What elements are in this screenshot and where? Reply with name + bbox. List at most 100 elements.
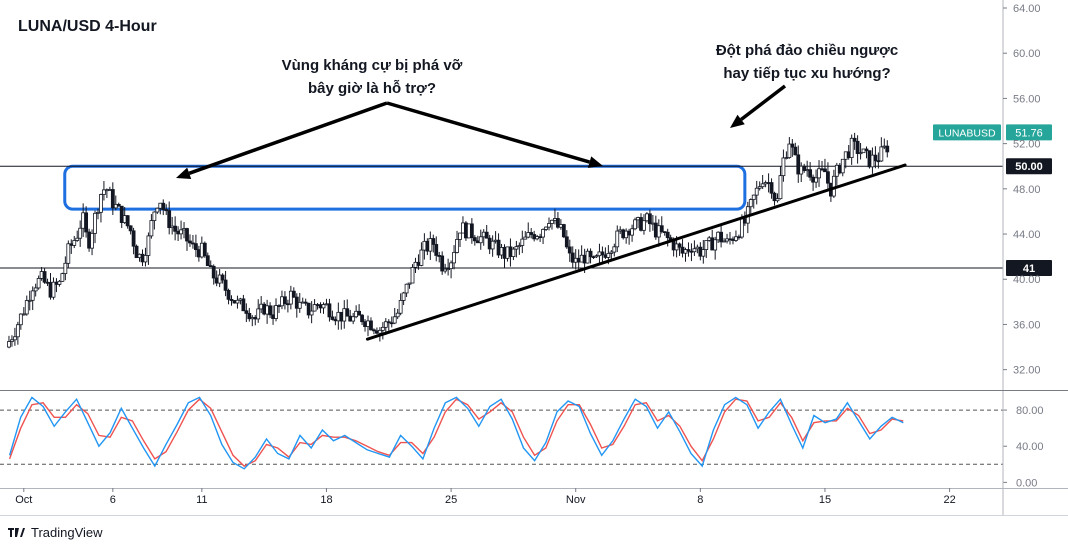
candle-body [805,169,810,172]
candle-body [268,305,272,316]
candle-body [21,313,26,316]
candle-body [238,298,243,301]
price-tick-label: 36.00 [1013,319,1041,331]
candle-body [383,321,388,328]
candle-body [502,247,507,259]
candle-body [710,237,715,251]
candle-body [576,257,581,263]
arrow-right-shaft [386,101,591,164]
candle-body [659,225,664,233]
candle-body [680,246,685,254]
arrow-left-shaft [188,101,388,175]
candle-body [722,240,726,243]
candle-body [425,240,430,252]
candle-body [202,242,207,257]
candle-body [852,137,857,142]
candle-body [137,253,142,259]
candle-body [416,261,421,266]
candle-body [547,223,551,228]
candle-body [532,234,537,240]
candle-body [493,239,498,242]
support-zone-box [63,164,747,211]
time-tick-label: 22 [943,494,955,506]
current-price-label: 51.76 [1015,127,1043,139]
candle-body [15,324,20,338]
candle-body [235,299,240,304]
candle-body [784,157,789,159]
candle-body [544,226,548,230]
candle-body [683,249,688,254]
candle-body [870,154,875,168]
candle-body [247,312,252,320]
candle-body [410,266,415,284]
candle-body [146,235,151,256]
price-tick-label: 56.00 [1013,93,1041,105]
candle-body [861,148,866,154]
candle-body [128,225,133,232]
candle-body [324,303,329,306]
current-price-tag [1006,124,1052,141]
candle-body [704,239,709,250]
price-tick-label: 64.00 [1013,3,1041,15]
candle-body [716,231,721,241]
candle-body [288,290,293,305]
candle-body [294,296,299,309]
price-tick-label: 48.00 [1013,184,1041,196]
candle-body [152,211,157,221]
candle-body [102,189,106,195]
candle-body [357,310,362,316]
candle-body [781,157,786,177]
candle-body [205,255,210,267]
candle-body [603,254,608,258]
candle-body [484,231,489,239]
candle-body [466,223,471,239]
candle-body [119,205,124,223]
candle-body [342,308,347,322]
candle-body [125,215,130,227]
candle-body [277,305,281,307]
candle-body [633,219,637,230]
price-tick-label: 40.00 [1013,274,1041,286]
candle-body [858,152,863,155]
candle-body [739,218,744,238]
candle-body [377,329,382,334]
candle-body [719,231,724,243]
candle-body [458,232,462,240]
candle-body [564,236,569,248]
candle-body [250,317,255,320]
candle-body [885,145,890,153]
candle-body [701,249,706,257]
trend-layer [365,163,907,341]
candle-body [256,308,261,320]
candle-body [69,243,74,246]
candle-body [90,232,94,249]
candle-body [167,210,172,229]
candle-body [422,240,427,251]
candle-body [7,341,11,348]
candle-body [57,280,62,285]
candle-body [188,240,192,244]
candle-body [790,143,795,148]
candle-body [104,189,109,192]
time-tick-label: Nov [566,494,586,506]
candle-body [689,250,694,253]
candle-body [375,330,379,334]
candle-body [535,236,540,240]
candle-body [241,298,246,312]
candle-body [434,244,439,256]
candle-body [380,326,385,331]
candle-body [78,227,83,239]
candle-body [674,243,679,251]
candle-body [796,154,801,175]
candle-body [698,246,703,257]
candle-body [66,243,71,264]
candle-body [161,202,166,210]
candle-body [191,242,195,245]
candle-body [826,171,830,184]
candle-body [312,304,317,312]
candle-body [452,252,456,264]
candle-body [107,189,112,191]
time-tick-label: 25 [445,494,457,506]
candle-body [469,223,474,239]
candle-body [345,308,350,317]
